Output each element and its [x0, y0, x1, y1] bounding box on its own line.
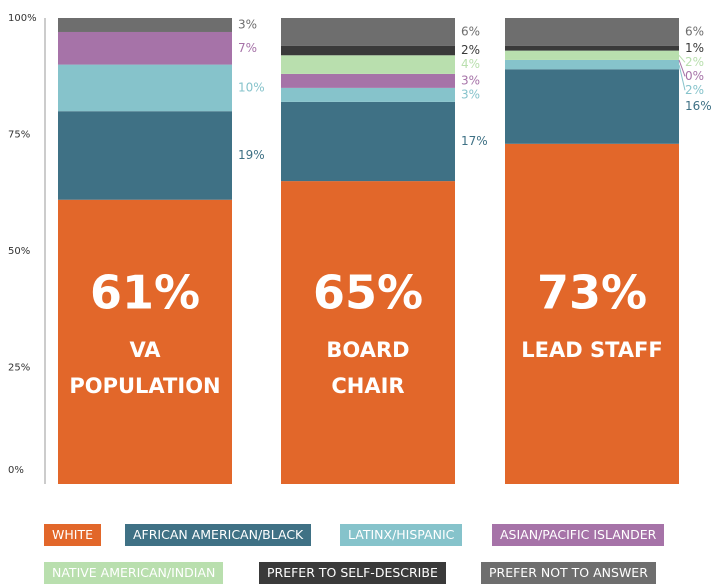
bar-segment: [505, 50, 679, 60]
value-label: 10%: [238, 80, 265, 94]
value-label: 6%: [461, 24, 480, 38]
bar-segment: [505, 143, 679, 484]
value-label: 19%: [238, 148, 265, 162]
bar-segment: [281, 45, 455, 56]
bar-segment: [281, 55, 455, 74]
value-label: 3%: [238, 17, 257, 31]
bar-segment: [281, 18, 455, 46]
y-tick-label: 100%: [8, 13, 37, 24]
leader-line: [678, 59, 686, 77]
value-label: 3%: [461, 73, 480, 87]
bar-segment: [58, 111, 232, 200]
value-label: 6%: [685, 24, 704, 38]
value-label: 4%: [461, 57, 480, 71]
legend-item: ASIAN/PACIFIC ISLANDER: [492, 524, 665, 546]
value-label: 7%: [238, 41, 257, 55]
value-label: 1%: [685, 41, 704, 55]
big-value-label: 61%: [90, 266, 200, 320]
bar-segment: [281, 73, 455, 88]
big-value-label: 65%: [313, 266, 423, 320]
bar-segment: [281, 87, 455, 102]
value-label: 2%: [461, 43, 480, 57]
bar-segment: [58, 18, 232, 32]
bar-segment: [505, 45, 679, 51]
bar-segment: [281, 181, 455, 484]
bar-segment: [58, 199, 232, 485]
value-label: 0%: [685, 69, 704, 83]
y-tick-label: 25%: [8, 363, 30, 374]
value-label: 2%: [685, 83, 704, 97]
category-label: VA POPULATION: [69, 338, 221, 398]
leader-line: [678, 64, 686, 91]
y-tick-label: 75%: [8, 130, 30, 141]
y-tick-label: 0%: [8, 465, 24, 476]
plot: 0%25%50%75%100% 3%7%10%19%61%6%2%4%3%3%17…: [8, 13, 711, 485]
category-label: LEAD STAFF: [521, 338, 663, 362]
leader-line: [678, 54, 686, 63]
bar-segment: [58, 64, 232, 112]
value-label: 17%: [461, 134, 488, 148]
legend-item: PREFER NOT TO ANSWER: [481, 562, 656, 584]
value-label: 16%: [685, 99, 711, 113]
legend-item: WHITE: [44, 524, 101, 546]
legend-item: LATINX/HISPANIC: [340, 524, 463, 546]
legend-item: PREFER TO SELF-DESCRIBE: [259, 562, 446, 584]
category-label: BOARD CHAIR: [326, 338, 410, 398]
legend-item: AFRICAN AMERICAN/BLACK: [125, 524, 312, 546]
bar-segment: [281, 101, 455, 182]
legend-item: NATIVE AMERICAN/INDIAN: [44, 562, 224, 584]
value-label: 2%: [685, 55, 704, 69]
bar-segment: [505, 69, 679, 144]
y-tick-label: 50%: [8, 246, 30, 257]
bar-segment: [505, 18, 679, 46]
bar-segment: [58, 31, 232, 65]
value-label: 3%: [461, 87, 480, 101]
bar-segment: [505, 59, 679, 70]
big-value-label: 73%: [537, 266, 647, 320]
